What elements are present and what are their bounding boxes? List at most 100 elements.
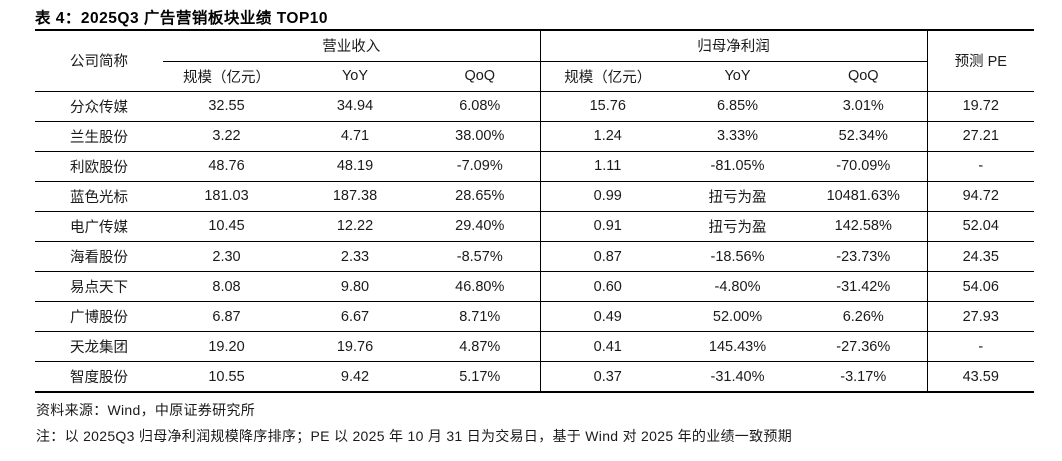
value-cell: -7.09%	[420, 151, 540, 182]
value-cell: 9.80	[290, 271, 420, 303]
table-row: 广博股份 6.87 6.67 8.71% 0.49 52.00% 6.26% 27.93	[35, 301, 1034, 333]
table-header-group-row: 公司简称 营业收入 归母净利润 预测 PE	[35, 30, 1034, 92]
value-cell: -81.05%	[675, 151, 800, 182]
company-name-cell: 兰生股份	[35, 121, 163, 152]
performance-table: 公司简称 营业收入 归母净利润 预测 PE 规模（亿元） YoY QoQ 规模（…	[35, 29, 1034, 393]
value-cell: 24.35	[926, 241, 1034, 273]
table-row: 海看股份 2.30 2.33 -8.57% 0.87 -18.56% -23.73% 24.3…	[35, 241, 1034, 273]
value-cell: 5.17%	[459, 368, 501, 385]
table-row: 易点天下 8.08 9.80 46.80% 0.60 -4.80% -31.42% 54.06	[35, 271, 1034, 303]
table-row: 兰生股份 3.22 4.71 38.00% 1.24 3.33% 52.34% 27.21	[35, 121, 1034, 152]
table-row: 利欧股份 48.76 48.19 -7.09% 1.11 -81.05% -70.09% -	[35, 151, 1034, 182]
table-row: 天龙集团 19.20 19.76 4.87% 0.41 145.43% -27.36% -	[35, 331, 1034, 363]
value-cell: 48.76	[163, 151, 290, 182]
profit-yoy-header: YoY	[675, 61, 800, 92]
value-cell: 19.20	[163, 331, 290, 363]
table-row: 蓝色光标 181.03 187.38 28.65% 0.99 扭亏为盈 10481.63% 9…	[35, 181, 1034, 212]
company-name-cell: 智度股份	[70, 370, 128, 387]
value-cell: 0.41	[539, 331, 675, 363]
value-cell: 6.26%	[800, 301, 927, 333]
value-cell: -70.09%	[800, 151, 927, 182]
value-cell: -27.36%	[800, 331, 927, 363]
table-subheader-row: 规模（亿元） YoY QoQ 规模（亿元） YoY QoQ	[35, 61, 1034, 92]
value-cell: 6.85%	[675, 91, 800, 122]
value-cell: -31.40%	[710, 368, 765, 385]
value-cell: -	[926, 151, 1034, 182]
company-name-cell: 电广传媒	[35, 211, 163, 242]
value-cell: 48.19	[290, 151, 420, 182]
value-cell: 4.87%	[420, 331, 540, 363]
value-cell: 34.94	[290, 91, 420, 122]
table-row: 智度股份 10.55 9.42 5.17% 0.37 -31.40% -3.17% 43.59	[35, 361, 1034, 392]
table-row: 分众传媒 32.55 34.94 6.08% 15.76 6.85% 3.01% 19.72	[35, 91, 1034, 122]
value-cell: 1.11	[539, 151, 675, 182]
value-cell: 扭亏为盈	[675, 211, 800, 242]
value-cell: 52.34%	[800, 121, 927, 152]
value-cell: 10.55	[208, 368, 245, 385]
value-cell: 27.93	[926, 301, 1034, 333]
value-cell: 54.06	[926, 271, 1034, 303]
value-cell: -31.42%	[800, 271, 927, 303]
value-cell: 46.80%	[420, 271, 540, 303]
value-cell: 32.55	[163, 91, 290, 122]
value-cell: 12.22	[290, 211, 420, 242]
value-cell: 2.30	[163, 241, 290, 273]
company-name-cell: 蓝色光标	[35, 181, 163, 212]
value-cell: 181.03	[163, 181, 290, 212]
value-cell: 15.76	[539, 91, 675, 122]
value-cell: 6.08%	[420, 91, 540, 122]
value-cell: 0.99	[539, 181, 675, 212]
value-cell: 187.38	[290, 181, 420, 212]
company-name-cell: 海看股份	[35, 241, 163, 273]
value-cell: 19.72	[926, 91, 1034, 122]
profit-scale-header: 规模（亿元）	[539, 61, 675, 92]
value-cell: 38.00%	[420, 121, 540, 152]
company-name-cell: 天龙集团	[35, 331, 163, 363]
value-cell: 19.76	[290, 331, 420, 363]
value-cell: 2.33	[290, 241, 420, 273]
value-cell: 0.60	[539, 271, 675, 303]
value-cell: 1.24	[539, 121, 675, 152]
table-row: 电广传媒 10.45 12.22 29.40% 0.91 扭亏为盈 142.58% 52.04	[35, 211, 1034, 242]
value-cell: -3.17%	[840, 368, 887, 385]
value-cell: 28.65%	[420, 181, 540, 212]
table-title: 表 4：2025Q3 广告营销板块业绩 TOP10	[35, 10, 329, 27]
value-cell: 4.71	[290, 121, 420, 152]
value-cell: 142.58%	[800, 211, 927, 242]
value-cell: 52.00%	[675, 301, 800, 333]
value-cell: 27.21	[926, 121, 1034, 152]
company-name-cell: 广博股份	[35, 301, 163, 333]
revenue-scale-header: 规模（亿元）	[163, 61, 290, 92]
value-cell: -	[926, 331, 1034, 363]
company-name-cell: 易点天下	[35, 271, 163, 303]
value-cell: 8.08	[163, 271, 290, 303]
data-source-note: 资料来源：Wind，中原证券研究所	[36, 402, 255, 418]
value-cell: 0.91	[539, 211, 675, 242]
value-cell: 3.01%	[800, 91, 927, 122]
value-cell: 8.71%	[420, 301, 540, 333]
value-cell: 52.04	[926, 211, 1034, 242]
value-cell: 0.87	[539, 241, 675, 273]
company-column-header: 公司简称	[35, 30, 163, 92]
value-cell: 扭亏为盈	[675, 181, 800, 212]
value-cell: 10.45	[163, 211, 290, 242]
value-cell: -23.73%	[800, 241, 927, 273]
value-cell: 43.59	[926, 361, 1034, 392]
company-name-cell: 利欧股份	[35, 151, 163, 182]
value-cell: 3.22	[163, 121, 290, 152]
value-cell: -18.56%	[675, 241, 800, 273]
value-cell: 10481.63%	[800, 181, 927, 212]
net-profit-group-header: 归母净利润	[539, 30, 927, 62]
table-body: 分众传媒 32.55 34.94 6.08% 15.76 6.85% 3.01% 19.72 兰…	[35, 91, 1034, 392]
forecast-pe-header: 预测 PE	[926, 30, 1034, 92]
profit-qoq-header: QoQ	[800, 61, 927, 92]
value-cell: 0.49	[539, 301, 675, 333]
revenue-qoq-header: QoQ	[420, 61, 540, 92]
value-cell: 6.67	[290, 301, 420, 333]
company-name-cell: 分众传媒	[35, 91, 163, 122]
value-cell: -8.57%	[420, 241, 540, 273]
value-cell: 145.43%	[675, 331, 800, 363]
value-cell: -4.80%	[675, 271, 800, 303]
value-cell: 3.33%	[675, 121, 800, 152]
